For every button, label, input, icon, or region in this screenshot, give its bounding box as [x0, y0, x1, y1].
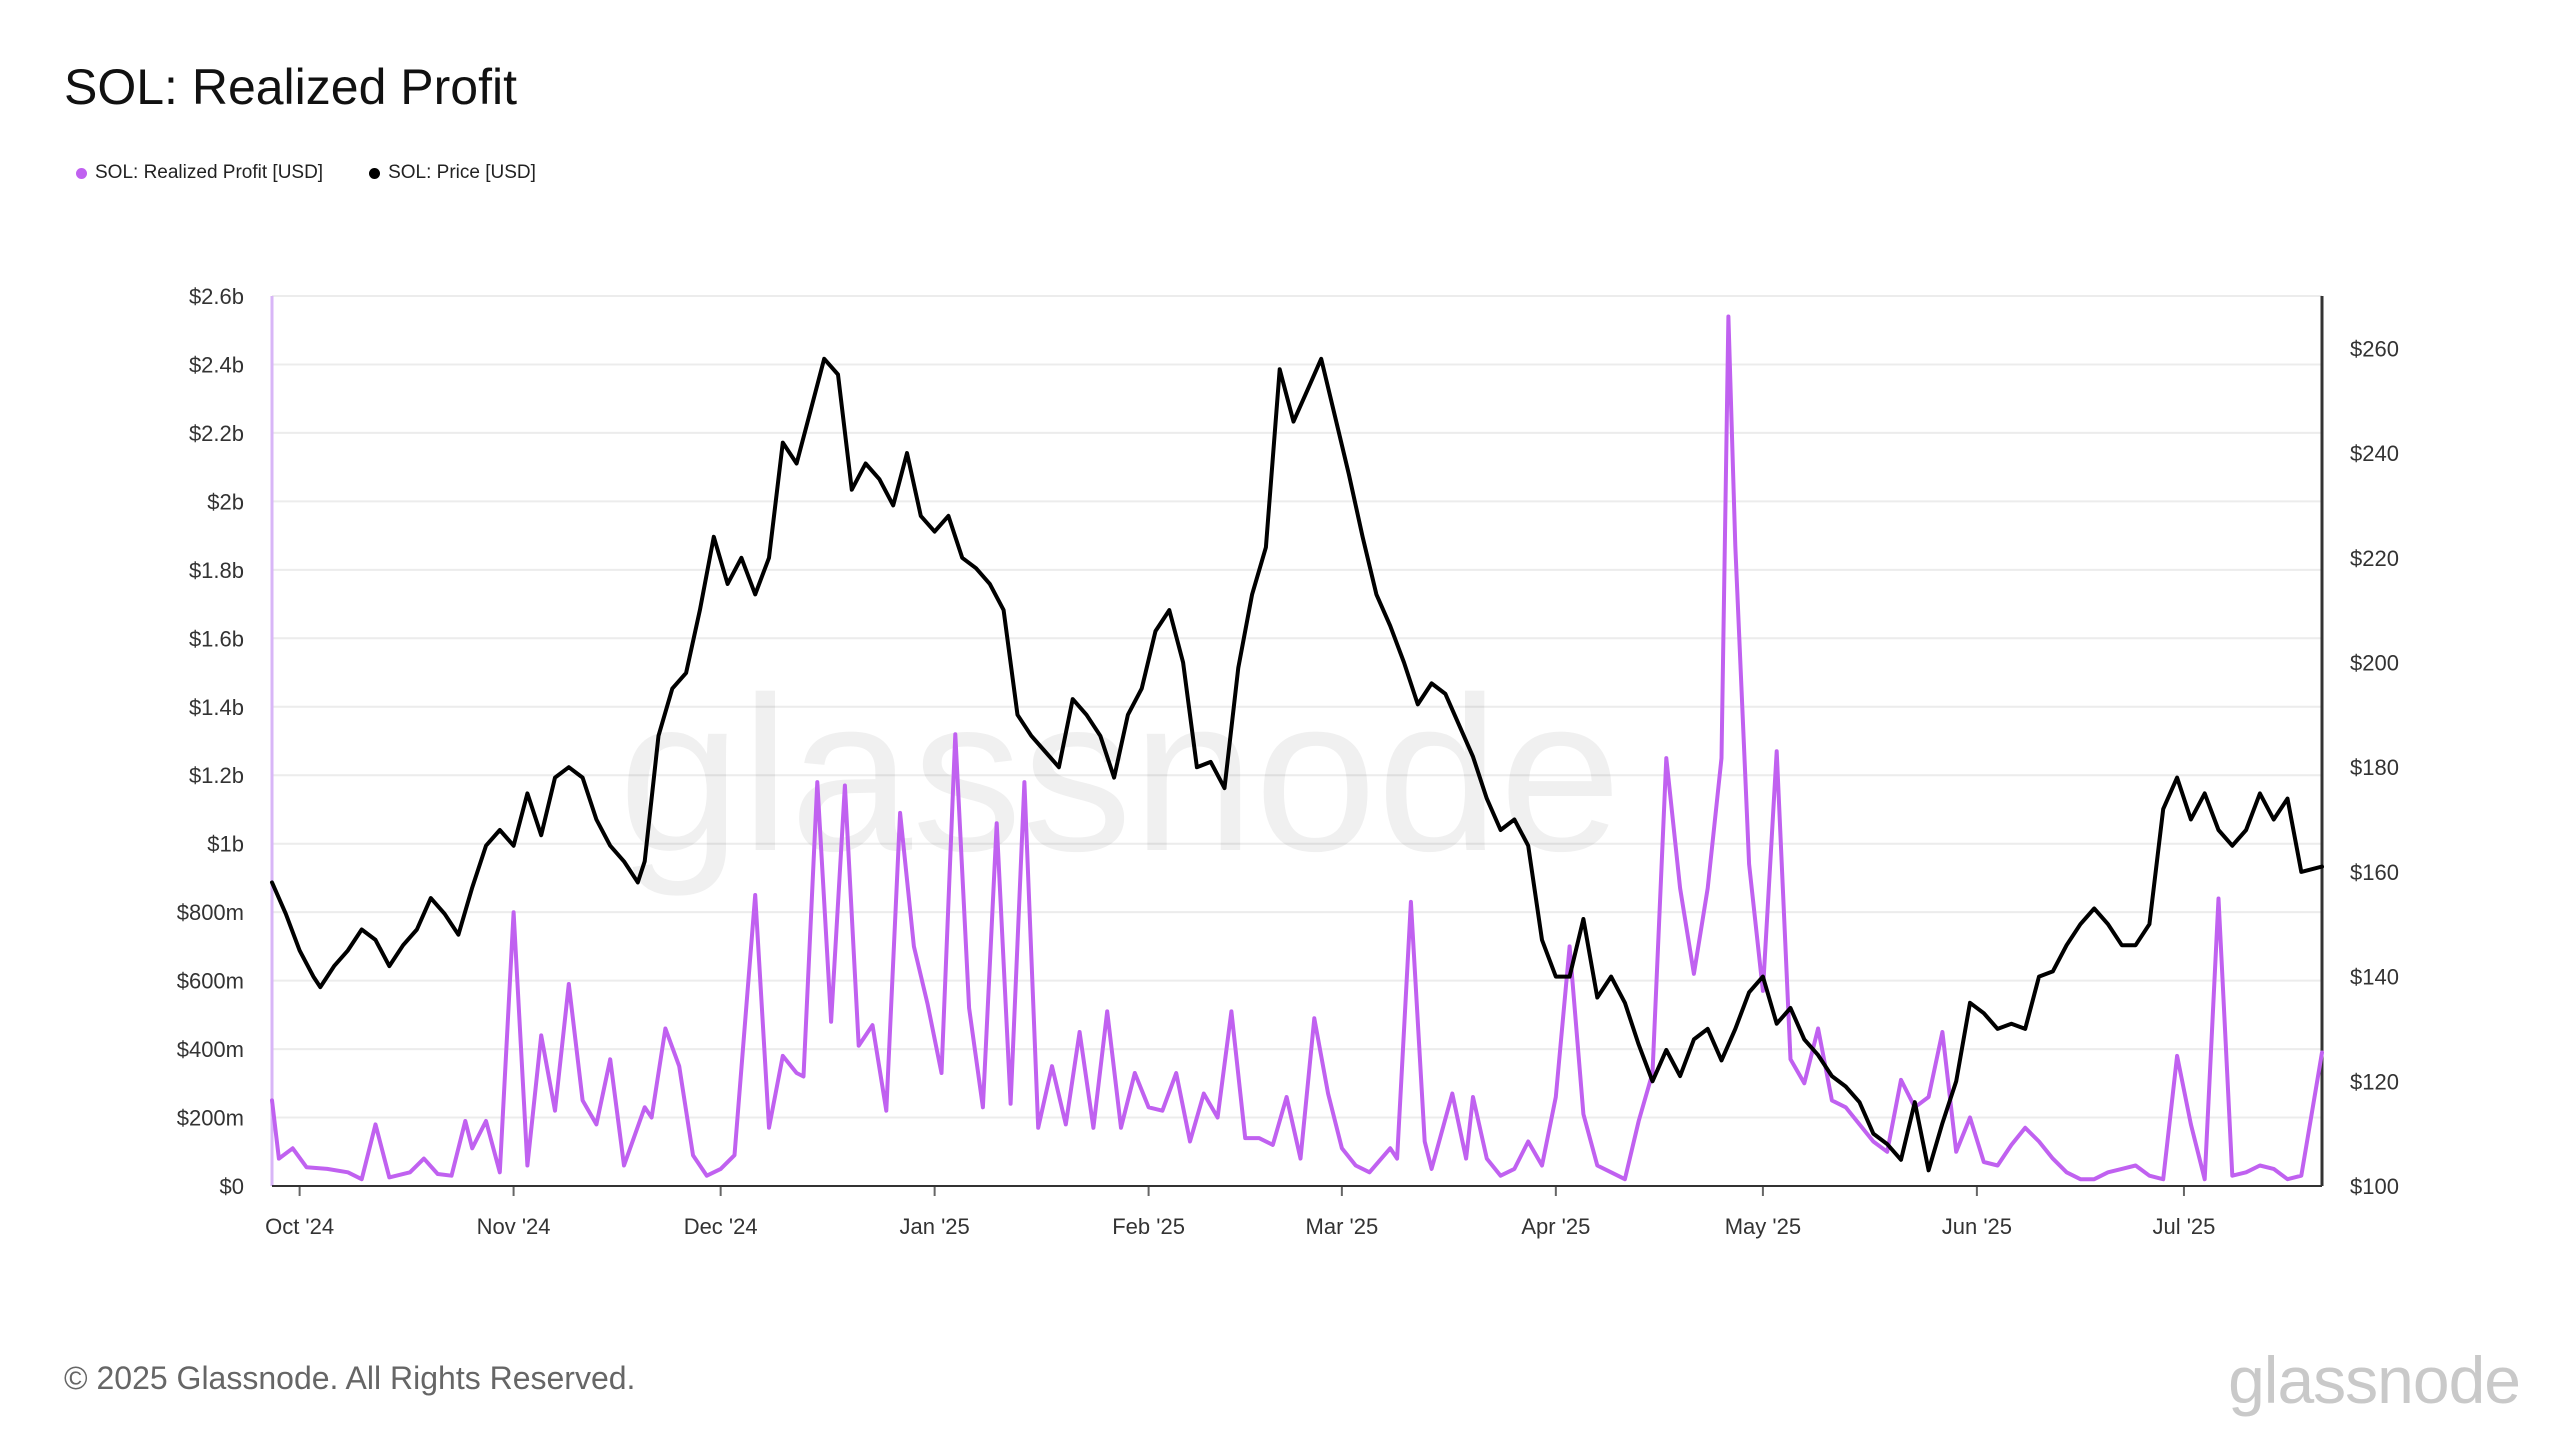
chart-plot: glassnode $0 $200m $400m $600m $800m $1b $1.2b… [177, 284, 2399, 1239]
y-right-tick-label: $120 [2350, 1069, 2399, 1094]
y-left-tick-label: $1.6b [189, 626, 244, 651]
y-right-tick-label: $160 [2350, 860, 2399, 885]
x-tick-label: May '25 [1725, 1214, 1801, 1239]
y-left-tick-label: $1.2b [189, 763, 244, 788]
x-tick-label: Nov '24 [477, 1214, 551, 1239]
y-left-tick-label: $2.6b [189, 284, 244, 309]
y-left-tick-label: $600m [177, 969, 244, 994]
series-layer [270, 314, 2324, 1182]
y-left-tick-label: $200m [177, 1106, 244, 1131]
x-tick-label: Jul '25 [2152, 1214, 2215, 1239]
x-tick-label: Dec '24 [684, 1214, 758, 1239]
legend-item-price[interactable]: SOL: Price [USD] [369, 162, 536, 184]
x-tick-label: Jun '25 [1942, 1214, 2012, 1239]
series-line-realized-profit [270, 314, 2324, 1182]
y-right-tick-label: $180 [2350, 755, 2399, 780]
y-left-tick-label: $1.4b [189, 695, 244, 720]
glassnode-logo: glassnode [2228, 1343, 2521, 1417]
y-left-tick-label: $1b [207, 832, 244, 857]
watermark-text: glassnode [619, 651, 1622, 897]
y-right-tick-label: $260 [2350, 336, 2399, 361]
series-line-price [270, 356, 2324, 1173]
x-tick-label: Jan '25 [899, 1214, 969, 1239]
y-left-tick-label: $0 [220, 1174, 244, 1199]
legend-swatch-price [369, 167, 381, 179]
footer-copyright: © 2025 Glassnode. All Rights Reserved. [64, 1360, 636, 1396]
y-left-tick-label: $400m [177, 1037, 244, 1062]
x-tick-label: Apr '25 [1521, 1214, 1590, 1239]
y-left-tick-label: $2.4b [189, 352, 244, 377]
y-left-tick-label: $2b [207, 489, 244, 514]
axes: $0 $200m $400m $600m $800m $1b $1.2b $1.4b $1.6b… [177, 284, 2399, 1239]
legend-swatch-profit [76, 167, 87, 179]
x-tick-label: Mar '25 [1306, 1214, 1379, 1239]
y-right-tick-label: $240 [2350, 441, 2399, 466]
y-right-tick-label: $140 [2350, 965, 2399, 990]
y-right-tick-label: $100 [2350, 1174, 2399, 1199]
legend-label-profit: SOL: Realized Profit [USD] [95, 162, 324, 183]
x-tick-label: Feb '25 [1112, 1214, 1185, 1239]
legend: SOL: Realized Profit [USD] SOL: Price [U… [76, 162, 536, 184]
chart-title: SOL: Realized Profit [64, 59, 517, 115]
legend-label-price: SOL: Price [USD] [388, 162, 536, 183]
y-right-tick-label: $220 [2350, 546, 2399, 571]
y-left-tick-label: $2.2b [189, 421, 244, 446]
y-right-tick-label: $200 [2350, 650, 2399, 675]
grid-lines [272, 295, 2322, 1187]
x-tick-label: Oct '24 [265, 1214, 334, 1239]
y-left-tick-label: $800m [177, 900, 244, 925]
legend-item-realized-profit[interactable]: SOL: Realized Profit [USD] [76, 162, 323, 184]
y-left-tick-label: $1.8b [189, 558, 244, 583]
